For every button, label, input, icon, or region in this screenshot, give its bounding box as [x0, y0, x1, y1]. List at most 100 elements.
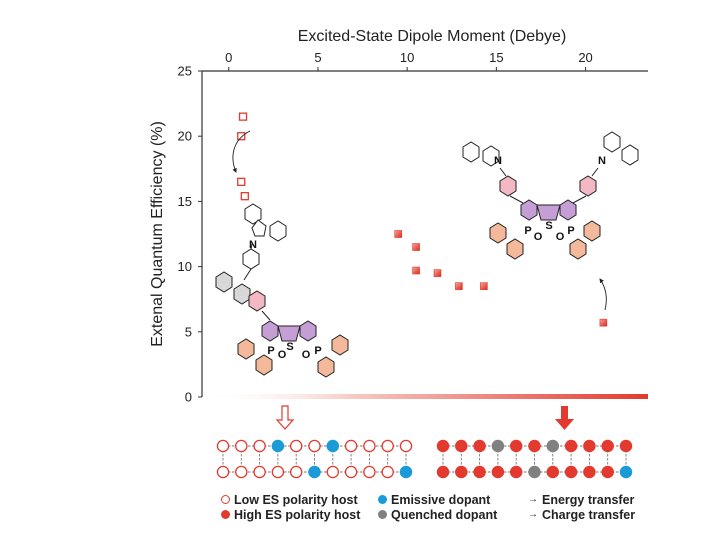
- dopant-quenched: [528, 465, 541, 479]
- point-high-host: [412, 243, 420, 251]
- host-low-polarity: [289, 439, 303, 453]
- legend-blue-dot-icon: [378, 495, 387, 504]
- host-high-polarity: [455, 465, 468, 479]
- legend-open-circle-icon: [221, 495, 230, 504]
- host-low-polarity: [363, 465, 376, 479]
- legend: Low ES polarity host High ES polarity ho…: [221, 492, 360, 522]
- plot-frame: [201, 70, 648, 399]
- x-tick-label: 20: [578, 50, 592, 65]
- dopant-quenched: [491, 439, 505, 453]
- y-tick-label: 15: [178, 194, 192, 209]
- charge-arrow-icon: →: [528, 509, 538, 520]
- point-low-host: [237, 177, 246, 186]
- host-high-polarity: [509, 439, 523, 453]
- dopant-emissive: [326, 439, 340, 453]
- host-high-polarity: [564, 465, 578, 479]
- arrow-down-filled: [555, 406, 574, 430]
- atom-left-n: N: [249, 239, 257, 251]
- legend-emissive: Emissive dopant: [378, 492, 497, 507]
- atom-right-p2: P: [567, 225, 574, 237]
- host-high-polarity: [509, 465, 523, 479]
- host-high-polarity: [619, 439, 633, 453]
- host-high-polarity: [601, 439, 614, 453]
- host-high-polarity: [473, 465, 486, 479]
- atom-left-p1: P: [267, 345, 274, 357]
- atom-left-p2: P: [314, 345, 321, 357]
- legend-charge-label: Charge transfer: [542, 507, 636, 522]
- host-lattice-low-polarity: [216, 439, 413, 479]
- legend-transfer: → Energy transfer → Charge transfer: [528, 492, 635, 522]
- host-low-polarity: [344, 465, 358, 479]
- legend-low-host-label: Low ES polarity host: [234, 492, 358, 507]
- host-low-polarity: [235, 439, 248, 453]
- legend-quenched: Quenched dopant: [378, 507, 497, 522]
- legend-grey-dot-icon: [378, 510, 387, 519]
- point-low-host: [238, 112, 248, 121]
- host-low-polarity: [363, 439, 376, 453]
- dopant-emissive: [619, 465, 633, 479]
- y-axis-title: Extenal Quantum Efficiency (%): [149, 121, 166, 347]
- energy-arrow-icon: →: [528, 494, 538, 505]
- dopant-emissive: [271, 439, 285, 453]
- y-tick-label: 5: [185, 324, 192, 339]
- y-tick-label: 0: [185, 390, 192, 405]
- host-low-polarity: [235, 465, 248, 479]
- host-high-polarity: [583, 465, 596, 479]
- host-low-polarity: [399, 439, 413, 453]
- dopant-emissive: [308, 465, 321, 479]
- legend-filled-circle-icon: [221, 510, 230, 519]
- molecule-right: [462, 131, 639, 260]
- host-low-polarity: [271, 465, 285, 479]
- host-low-polarity: [344, 439, 358, 453]
- host-low-polarity: [289, 465, 303, 479]
- legend-energy-label: Energy transfer: [542, 492, 635, 507]
- point-low-host: [240, 192, 249, 201]
- point-high-host: [433, 269, 442, 277]
- atom-left-o1: O: [278, 349, 287, 361]
- atom-right-p1: P: [524, 225, 531, 237]
- legend-emissive-label: Emissive dopant: [391, 492, 491, 507]
- data-points: [237, 112, 608, 327]
- atom-right-s: S: [545, 220, 552, 232]
- host-low-polarity: [381, 439, 394, 453]
- atom-right-o1: O: [534, 231, 543, 243]
- point-high-host: [412, 266, 420, 275]
- y-tick-label: 20: [178, 129, 192, 144]
- host-high-polarity: [564, 439, 578, 453]
- molecule-left: [215, 203, 349, 378]
- host-low-polarity: [216, 439, 230, 453]
- host-low-polarity: [308, 439, 321, 453]
- y-axis-ticks: 0 5 10 15 20 25: [178, 64, 202, 405]
- dopant-quenched: [546, 439, 560, 453]
- host-high-polarity: [546, 465, 560, 479]
- host-lattice-high-polarity: [436, 439, 633, 479]
- point-high-host: [455, 282, 463, 290]
- polarity-gradient-bar: [202, 394, 648, 399]
- legend-dopants: Emissive dopant Quenched dopant: [378, 492, 497, 522]
- host-low-polarity: [381, 465, 394, 479]
- legend-energy: → Energy transfer: [528, 492, 635, 507]
- x-axis-title: Excited-State Dipole Moment (Debye): [298, 28, 567, 45]
- point-low-host: [237, 132, 246, 141]
- host-low-polarity: [216, 465, 230, 479]
- atom-left-s: S: [286, 341, 293, 353]
- host-high-polarity: [528, 439, 541, 453]
- point-high-host: [599, 318, 608, 327]
- y-tick-label: 25: [178, 64, 192, 79]
- legend-high-host-label: High ES polarity host: [234, 507, 361, 522]
- arrow-down-open: [275, 405, 295, 430]
- legend-low-host: Low ES polarity host: [221, 492, 360, 507]
- atom-right-o2: O: [556, 231, 565, 243]
- x-tick-label: 5: [314, 50, 321, 65]
- legend-high-host: High ES polarity host: [221, 507, 360, 522]
- arrow-right-curve: [599, 278, 607, 311]
- atom-right-n2: N: [598, 155, 606, 167]
- point-high-host: [480, 282, 488, 290]
- x-axis-ticks: 0 5 10 15 20: [225, 50, 593, 71]
- host-high-polarity: [455, 439, 468, 453]
- host-low-polarity: [253, 465, 266, 479]
- legend-charge: → Charge transfer: [528, 507, 635, 522]
- atom-right-n1: N: [494, 155, 502, 167]
- y-tick-label: 10: [178, 259, 192, 274]
- legend-quenched-label: Quenched dopant: [391, 507, 498, 522]
